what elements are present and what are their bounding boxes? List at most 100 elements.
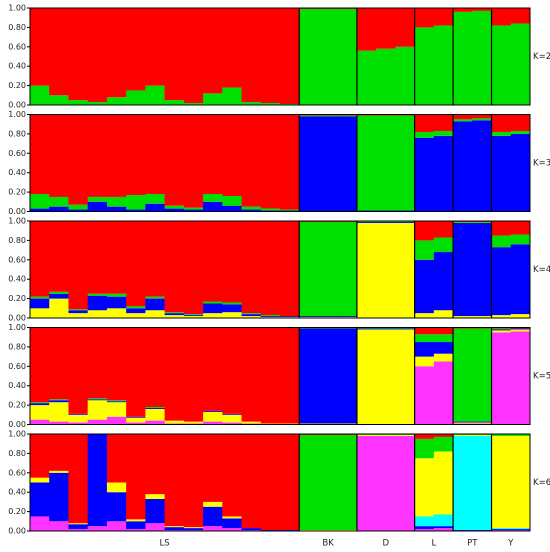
ancestry-segment	[87, 419, 108, 425]
ancestry-segment	[453, 222, 473, 317]
ancestry-segment	[337, 328, 358, 424]
ancestry-segment	[260, 114, 281, 209]
ancestry-segment	[433, 528, 454, 531]
ancestry-segment	[49, 472, 69, 522]
ancestry-segment	[472, 222, 492, 317]
ancestry-segment	[183, 528, 204, 531]
ancestry-segment	[87, 398, 108, 400]
ancestry-segment	[106, 97, 127, 105]
ancestry-segment	[87, 295, 108, 311]
ancestry-segment	[203, 327, 223, 411]
y-tick-label: 1.00	[8, 217, 26, 226]
ancestry-segment	[376, 434, 396, 436]
ancestry-segment	[49, 327, 69, 400]
ancestry-segment	[222, 414, 242, 423]
ancestry-segment	[222, 304, 242, 313]
y-tick-label: 0.60	[8, 362, 26, 371]
ancestry-segment	[183, 221, 204, 315]
ancestry-segment	[491, 332, 512, 425]
ancestry-segment	[260, 434, 281, 531]
ancestry-segment	[183, 327, 204, 422]
ancestry-segment	[414, 438, 435, 459]
ancestry-segment	[68, 313, 89, 318]
ancestry-segment	[260, 315, 281, 317]
ancestry-segment	[510, 8, 531, 24]
ancestry-segment	[433, 8, 454, 26]
ancestry-segment	[87, 114, 108, 197]
ancestry-segment	[68, 327, 89, 414]
ancestry-segment	[106, 416, 127, 425]
population-label: Y	[507, 539, 514, 549]
ancestry-segment	[241, 313, 262, 315]
ancestry-segment	[30, 296, 50, 299]
ancestry-segment	[356, 435, 377, 531]
ancestry-segment	[30, 516, 50, 531]
ancestry-segment	[337, 221, 358, 317]
ancestry-segment	[30, 114, 50, 195]
y-tick-label: 1.00	[8, 323, 26, 332]
ancestry-segment	[318, 434, 339, 531]
y-tick-label: 0.80	[8, 236, 26, 245]
ancestry-segment	[145, 221, 166, 297]
ancestry-segment	[433, 451, 454, 515]
ancestry-segment	[183, 209, 204, 212]
ancestry-segment	[164, 221, 185, 313]
panel-frame	[29, 220, 531, 319]
ancestry-segment	[106, 196, 127, 207]
ancestry-segment	[356, 434, 377, 436]
ancestry-segment	[164, 312, 185, 314]
ancestry-segment	[453, 422, 473, 424]
y-tick-label: 0.00	[8, 101, 26, 110]
ancestry-segment	[414, 27, 435, 105]
ancestry-segment	[126, 529, 146, 531]
ancestry-segment	[106, 482, 127, 493]
ancestry-segment	[472, 118, 492, 121]
population-label: PT	[467, 539, 478, 549]
ancestry-segment	[106, 400, 127, 402]
ancestry-segment	[395, 46, 416, 105]
ancestry-segment	[453, 434, 473, 436]
ancestry-segment	[356, 115, 377, 211]
ancestry-segment	[241, 314, 262, 317]
ancestry-segment	[145, 8, 166, 86]
ancestry-segment	[453, 221, 473, 223]
ancestry-segment	[472, 421, 492, 423]
ancestry-segment	[68, 523, 89, 525]
ancestry-segment	[49, 399, 69, 401]
ancestry-segment	[318, 316, 339, 318]
ancestry-segment	[49, 400, 69, 403]
ancestry-segment	[433, 114, 454, 131]
ancestry-segment	[433, 436, 454, 452]
ancestry-segment	[30, 419, 50, 425]
ancestry-segment	[491, 235, 512, 248]
ancestry-segment	[106, 206, 127, 212]
ancestry-segment	[414, 516, 435, 527]
ancestry-segment	[145, 494, 166, 499]
ancestry-segment	[510, 434, 531, 436]
ancestry-segment	[241, 209, 262, 212]
ancestry-segment	[30, 8, 50, 86]
ancestry-segment	[106, 114, 127, 197]
ancestry-segment	[510, 221, 531, 235]
ancestry-segment	[299, 116, 319, 212]
ancestry-segment	[395, 434, 416, 436]
ancestry-segment	[68, 434, 89, 524]
ancestry-segment	[145, 114, 166, 195]
ancestry-segment	[183, 8, 204, 104]
ancestry-segment	[203, 526, 223, 531]
ancestry-segment	[145, 523, 166, 531]
ancestry-segment	[241, 528, 262, 531]
k-label: K=6	[533, 478, 550, 488]
ancestry-segment	[183, 314, 204, 316]
ancestry-segment	[68, 422, 89, 425]
ancestry-segment	[453, 421, 473, 423]
ancestry-segment	[376, 435, 396, 531]
ancestry-segment	[49, 470, 69, 473]
y-tick-label: 0.40	[8, 168, 26, 177]
ancestry-segment	[145, 310, 166, 318]
ancestry-segment	[414, 131, 435, 138]
k-label: K=3	[533, 159, 550, 169]
ancestry-segment	[453, 11, 473, 106]
ancestry-segment	[491, 328, 512, 330]
ancestry-segment	[414, 334, 435, 343]
